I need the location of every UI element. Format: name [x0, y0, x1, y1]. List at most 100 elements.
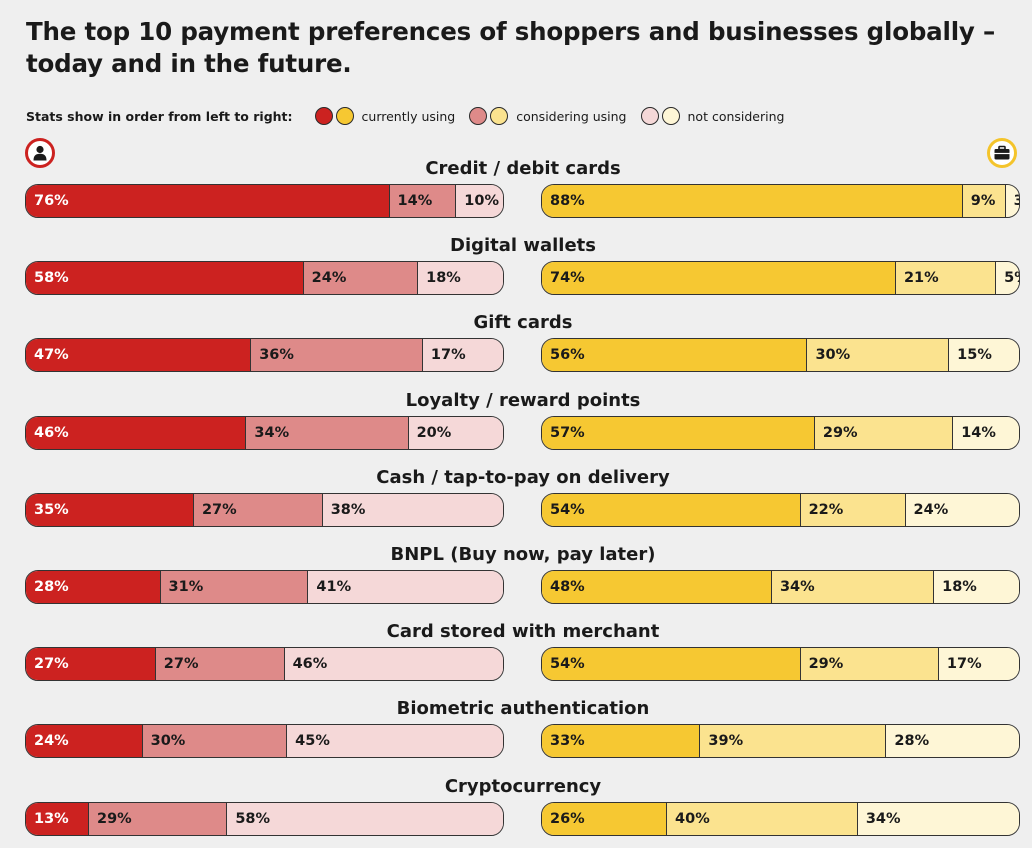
data-label: 17%	[946, 656, 982, 673]
data-label: 54%	[550, 501, 585, 518]
data-label: 28%	[894, 733, 930, 750]
chart-title: The top 10 payment preferences of shoppe…	[26, 17, 996, 78]
legend-swatch-shopper	[640, 107, 659, 125]
briefcase-icon	[987, 138, 1017, 168]
bar-segment-currently-using: 88%	[542, 185, 962, 217]
bar-segment-currently-using: 57%	[542, 416, 814, 449]
shopper-bar-digital-wallets: 58% 24% 18%	[25, 261, 504, 296]
shopper-bar-credit-debit-cards: 76% 14% 10%	[25, 184, 504, 218]
bar-segment-currently-using: 28%	[26, 571, 160, 603]
data-label: 38%	[330, 501, 366, 518]
business-bar-biometric-authentication: 33% 39% 28%	[541, 724, 1020, 759]
legend-label: not considering	[687, 108, 785, 124]
data-label: 24%	[311, 270, 347, 287]
data-label: 9%	[970, 193, 996, 209]
category-label: Digital wallets	[450, 235, 596, 257]
data-label: 30%	[150, 733, 186, 750]
data-label: 39%	[708, 733, 744, 750]
data-label: 41%	[316, 579, 352, 595]
data-label: 56%	[550, 347, 585, 364]
bar-segment-not-considering: 17%	[937, 648, 1019, 681]
person-icon	[25, 138, 55, 168]
business-bar-cryptocurrency: 26% 40% 34%	[541, 801, 1020, 836]
legend-swatch-business	[661, 107, 680, 125]
data-label: 21%	[903, 270, 939, 287]
data-label: 54%	[550, 656, 585, 673]
data-label: 74%	[550, 270, 585, 287]
legend-item-considering-using: considering using	[469, 107, 627, 125]
data-label: 29%	[97, 810, 132, 827]
data-label: 27%	[201, 501, 237, 518]
data-label: 46%	[292, 656, 328, 673]
category-label: Biometric authentication	[396, 698, 650, 720]
bar-segment-considering-using: 36%	[250, 339, 422, 372]
bar-segment-not-considering: 58%	[226, 802, 503, 835]
bar-segment-not-considering: 15%	[948, 339, 1019, 372]
bar-segment-not-considering: 34%	[856, 802, 1019, 835]
data-label: 22%	[808, 501, 844, 518]
category-label: Credit / debit cards	[425, 158, 621, 179]
bar-segment-considering-using: 29%	[799, 648, 938, 681]
bar-segment-considering-using: 40%	[666, 802, 857, 835]
category-label: BNPL (Buy now, pay later)	[390, 544, 656, 565]
bar-segment-currently-using: 56%	[542, 339, 807, 372]
data-label: 10%	[464, 193, 499, 209]
category-label: Cash / tap-to-pay on delivery	[376, 466, 670, 488]
bar-segment-considering-using: 34%	[770, 571, 934, 603]
bar-segment-considering-using: 31%	[159, 571, 308, 603]
data-label: 48%	[550, 579, 585, 595]
data-label: 14%	[397, 193, 433, 209]
data-label: 24%	[34, 733, 69, 750]
data-label: 35%	[34, 501, 69, 518]
shopper-bar-gift-cards: 47% 36% 17%	[25, 338, 504, 373]
bar-segment-currently-using: 48%	[542, 571, 771, 603]
bar-segment-not-considering: 18%	[417, 262, 503, 295]
data-label: 33%	[550, 733, 585, 750]
bar-segment-considering-using: 34%	[245, 416, 408, 449]
bar-segment-currently-using: 58%	[26, 262, 303, 295]
bar-segment-currently-using: 54%	[542, 648, 800, 681]
bar-segment-considering-using: 27%	[154, 648, 284, 681]
bar-segment-not-considering: 28%	[885, 725, 1019, 758]
category-label: Cryptocurrency	[444, 775, 602, 797]
data-label: 18%	[942, 579, 977, 595]
bar-segment-considering-using: 27%	[192, 493, 322, 526]
bar-segment-not-considering: 46%	[283, 648, 503, 681]
data-label: 31%	[168, 579, 204, 595]
bar-segment-not-considering: 24%	[904, 493, 1019, 526]
legend-item-not-considering: not considering	[640, 107, 785, 125]
bar-segment-considering-using: 29%	[88, 802, 227, 835]
shopper-bar-bnpl-buy-now-pay-later: 28% 31% 41%	[25, 570, 504, 604]
data-label: 27%	[163, 656, 199, 673]
business-bar-card-stored-with-merchant: 54% 29% 17%	[541, 647, 1020, 682]
bar-segment-currently-using: 33%	[542, 725, 700, 758]
data-label: 34%	[779, 579, 815, 595]
legend-item-currently-using: currently using	[314, 107, 455, 125]
bar-segment-considering-using: 30%	[806, 339, 949, 372]
data-label: 15%	[957, 347, 992, 364]
data-label: 58%	[235, 810, 271, 827]
bar-segment-currently-using: 35%	[26, 493, 193, 526]
bar-segment-currently-using: 74%	[542, 262, 895, 295]
bar-segment-currently-using: 27%	[26, 648, 155, 681]
category-label: Card stored with merchant	[386, 621, 660, 643]
legend-swatch-shopper	[314, 107, 333, 125]
business-bar-digital-wallets: 74% 21% 5%	[541, 261, 1020, 296]
bar-segment-not-considering: 18%	[933, 571, 1019, 603]
bar-segment-not-considering: 45%	[286, 725, 503, 758]
data-label: 14%	[961, 424, 996, 441]
data-label: 57%	[550, 424, 585, 441]
data-label: 13%	[34, 810, 69, 827]
bar-segment-not-considering: 3%	[1004, 185, 1019, 217]
bar-segment-considering-using: 9%	[961, 185, 1005, 217]
data-label: 20%	[416, 424, 452, 441]
data-label: 29%	[822, 424, 858, 441]
business-bar-bnpl-buy-now-pay-later: 48% 34% 18%	[541, 570, 1020, 604]
data-label: 3%	[1014, 193, 1019, 209]
data-label: 46%	[34, 424, 69, 441]
business-bar-cash-tap-to-pay-on-delivery: 54% 22% 24%	[541, 492, 1020, 527]
data-label: 36%	[259, 347, 294, 364]
bar-segment-considering-using: 22%	[799, 493, 905, 526]
bar-segment-not-considering: 5%	[995, 262, 1019, 295]
